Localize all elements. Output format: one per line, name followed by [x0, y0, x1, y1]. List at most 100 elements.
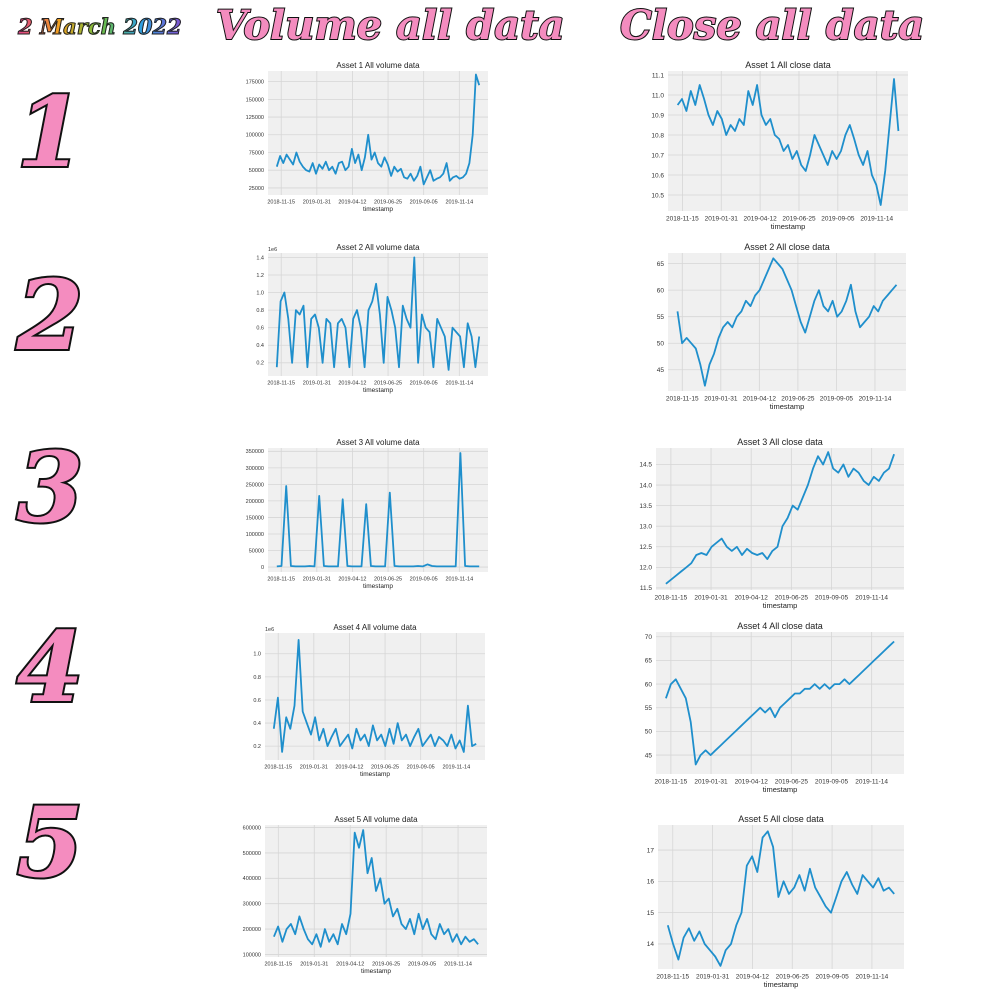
x-tick-label: 2019-06-25 — [372, 962, 400, 968]
x-tick-label: 2019-04-12 — [735, 595, 769, 602]
series-line — [276, 452, 480, 568]
x-axis-label: timestamp — [763, 785, 798, 794]
x-tick-label: 2019-09-05 — [815, 974, 849, 981]
x-tick-label: 2019-04-12 — [338, 577, 366, 583]
chart-title: Asset 3 All close data — [737, 437, 823, 447]
row-number-5: 5 — [15, 786, 86, 899]
y-tick-label: 0.6 — [253, 698, 261, 704]
y-tick-label: 65 — [657, 261, 665, 268]
x-tick-label: 2019-06-25 — [781, 396, 815, 403]
y-tick-label: 0.2 — [256, 361, 264, 367]
x-tick-label: 2018-11-15 — [264, 765, 292, 771]
x-tick-label: 2019-01-31 — [704, 396, 738, 403]
x-tick-label: 2019-04-12 — [338, 200, 366, 206]
x-tick-label: 2019-01-31 — [300, 765, 328, 771]
x-tick-label: 2019-06-25 — [782, 216, 816, 223]
y-tick-label: 150000 — [246, 515, 264, 521]
x-tick-label: 2019-11-14 — [859, 396, 892, 403]
y-tick-label: 11.1 — [652, 72, 665, 79]
x-axis-label: timestamp — [763, 601, 798, 610]
x-tick-label: 2019-01-31 — [694, 779, 728, 786]
x-tick-label: 2019-09-05 — [820, 396, 854, 403]
chart-title: Asset 5 All close data — [738, 814, 824, 824]
x-tick-label: 2019-04-12 — [735, 779, 769, 786]
chart-title: Asset 4 All volume data — [333, 623, 417, 632]
x-axis-label: timestamp — [771, 222, 806, 231]
y-tick-label: 1.2 — [256, 273, 264, 279]
x-tick-label: 2019-06-25 — [374, 200, 402, 206]
plot-area — [668, 71, 908, 211]
y-tick-label: 17 — [647, 847, 655, 854]
chart-3: 0 50000 100000 150000 200000 250000 300000 3500… — [246, 438, 488, 590]
volume-column-header: Volume all data — [215, 1, 566, 50]
y-tick-label: 0.2 — [253, 744, 261, 750]
x-tick-label: 2019-11-14 — [856, 974, 889, 981]
close-column-header: Close all data — [619, 1, 925, 50]
y-tick-label: 0.6 — [256, 326, 264, 332]
y-tick-label: 55 — [657, 314, 665, 321]
y-tick-label: 55 — [645, 705, 653, 712]
x-tick-label: 2019-11-14 — [445, 200, 473, 206]
chart-4: 0.2 0.4 0.6 0.8 1.0 2018-11-15 2019-01-31 2019-… — [253, 623, 485, 778]
y-tick-label: 0 — [261, 565, 264, 571]
y-tick-label: 150000 — [246, 97, 264, 103]
x-tick-label: 2019-09-05 — [821, 216, 855, 223]
x-axis-label: timestamp — [764, 980, 799, 989]
series-line — [666, 830, 895, 967]
chart-8: 11.5 12.0 12.5 13.0 13.5 14.0 14.5 2018-11-15 20… — [639, 437, 904, 610]
series-line — [275, 73, 481, 186]
x-tick-label: 2019-06-25 — [775, 595, 809, 602]
y-tick-label: 15 — [647, 910, 655, 917]
y-tick-label: 300000 — [243, 902, 261, 908]
series-line — [273, 829, 479, 948]
y-tick-label: 600000 — [243, 825, 261, 831]
plot-area — [268, 253, 488, 376]
x-tick-label: 2019-09-05 — [410, 200, 438, 206]
y-tick-label: 60 — [657, 287, 665, 294]
x-tick-label: 2019-06-25 — [374, 577, 402, 583]
x-tick-label: 2018-11-15 — [267, 577, 295, 583]
x-tick-label: 2019-04-12 — [336, 962, 364, 968]
plot-area — [656, 632, 904, 774]
y-tick-label: 200000 — [246, 499, 264, 505]
x-tick-label: 2019-01-31 — [696, 974, 730, 981]
x-axis-label: timestamp — [361, 968, 391, 975]
x-axis-label: timestamp — [360, 771, 390, 778]
y-tick-label: 12.5 — [639, 544, 652, 551]
x-tick-label: 2019-01-31 — [303, 381, 331, 387]
row-number-4: 4 — [15, 611, 86, 724]
y-tick-label: 10.6 — [651, 172, 664, 179]
x-tick-label: 2019-06-25 — [776, 974, 810, 981]
y-tick-label: 11.0 — [652, 92, 665, 99]
y-tick-label: 50000 — [249, 548, 264, 554]
row-number-1: 1 — [15, 76, 86, 189]
chart-title: Asset 5 All volume data — [334, 815, 418, 824]
y-tick-label: 125000 — [246, 115, 264, 121]
y-tick-label: 1.4 — [256, 255, 264, 261]
x-tick-label: 2019-04-12 — [736, 974, 770, 981]
y-tick-label: 25000 — [249, 186, 264, 192]
x-tick-label: 2019-04-12 — [743, 396, 777, 403]
y-tick-label: 250000 — [246, 482, 264, 488]
x-tick-label: 2019-04-12 — [743, 216, 777, 223]
chart-title: Asset 3 All volume data — [336, 438, 420, 447]
series-line — [665, 451, 895, 585]
x-tick-label: 2019-09-05 — [815, 779, 849, 786]
chart-6: 10.5 10.6 10.7 10.8 10.9 11.0 11.1 2018-11-15 20… — [651, 60, 908, 231]
x-tick-label: 2018-11-15 — [267, 381, 295, 387]
x-tick-label: 2018-11-15 — [656, 974, 689, 981]
chart-5: 100000 200000 300000 400000 500000 600000 2018… — [243, 815, 487, 975]
y-tick-label: 300000 — [246, 466, 264, 472]
y-tick-label: 45 — [645, 752, 653, 759]
y-tick-label: 50000 — [249, 168, 264, 174]
chart-7: 45 50 55 60 65 2018-11-15 2019-01-31 2019-04-12… — [657, 242, 906, 411]
y-tick-label: 100000 — [246, 133, 264, 139]
y-tick-label: 14.5 — [639, 462, 652, 469]
x-tick-label: 2019-01-31 — [300, 962, 328, 968]
chart-title: Asset 2 All volume data — [336, 243, 420, 252]
y-tick-label: 1.0 — [253, 652, 261, 658]
chart-9: 45 50 55 60 65 70 2018-11-15 2019-01-31 2019-04-… — [645, 621, 904, 794]
chart-2: 0.2 0.4 0.6 0.8 1.0 1.2 1.4 2018-11-15 2019-01-3… — [256, 243, 488, 394]
y-tick-label: 500000 — [243, 851, 261, 857]
